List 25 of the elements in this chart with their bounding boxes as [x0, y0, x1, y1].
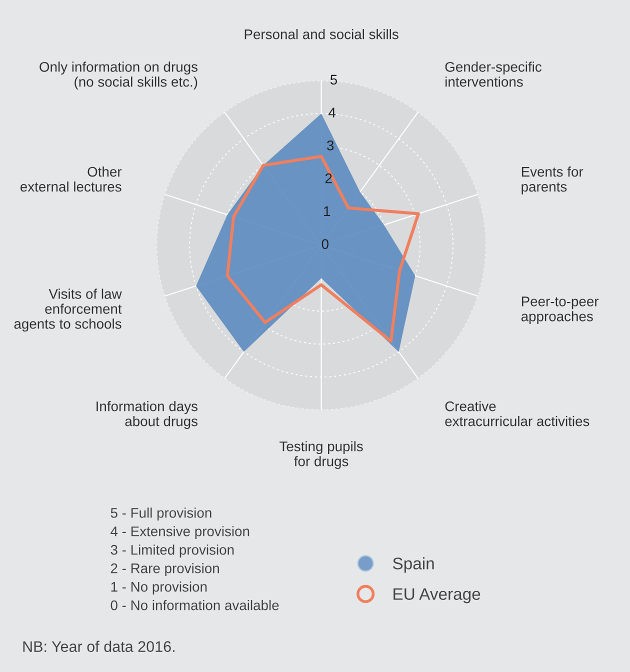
spoke-label: Personal and social skills — [244, 29, 398, 40]
spoke-label: Information days about drugs — [96, 401, 198, 429]
spoke-label: Only information on drugs (no social skills etc.) — [40, 62, 198, 90]
y-tick-label: 4 — [328, 108, 336, 118]
text: NB: Year of data 2016. — [23, 640, 174, 652]
text: 1 - No provision — [111, 582, 207, 594]
y-tick-label: 5 — [330, 74, 338, 85]
y-tick-label: 2 — [325, 173, 332, 184]
y-tick-label: 3 — [327, 140, 334, 150]
text: 3 - Limited provision — [110, 544, 234, 558]
spoke-label: Peer-to-peer approaches — [521, 296, 599, 324]
text: 5 - Full provision — [110, 508, 212, 521]
text: 4 - Extensive provision — [110, 526, 250, 540]
y-tick-label: 1 — [324, 206, 330, 216]
legend-label: EU Average — [394, 588, 480, 604]
text: 2 - Rare provision — [110, 563, 219, 576]
y-tick-label: 0 — [322, 239, 328, 250]
spoke-label: Visits of law enforcement agents to schools — [14, 288, 122, 332]
spoke-label: Gender-specific interventions — [445, 62, 542, 87]
spoke-label: Creative extracurricular activities — [445, 401, 590, 426]
text: 0 - No information available — [110, 600, 279, 610]
spoke-label: Events for parents — [522, 166, 584, 194]
legend-label: Spain — [392, 557, 434, 573]
spoke-label: Other external lectures — [20, 166, 122, 192]
spoke-label: Testing pupils for drugs — [280, 441, 363, 470]
